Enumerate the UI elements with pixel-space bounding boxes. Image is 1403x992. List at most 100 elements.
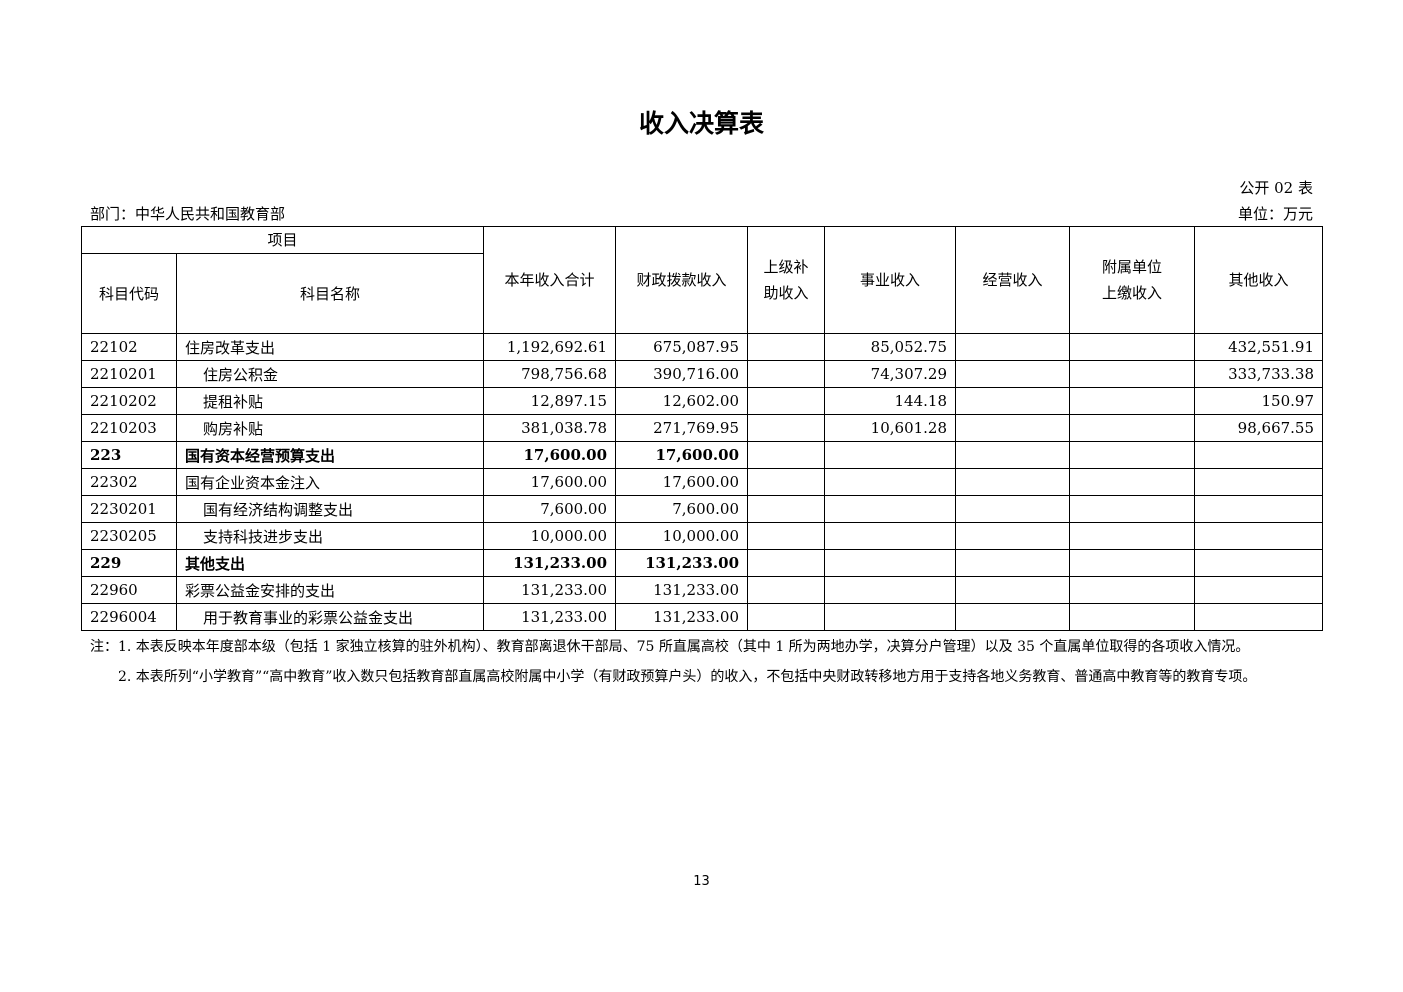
cell-business xyxy=(824,576,957,604)
cell-affiliated xyxy=(1069,387,1196,415)
cell-business: 10,601.28 xyxy=(824,414,957,442)
cell-business xyxy=(824,495,957,523)
cell-business: 85,052.75 xyxy=(824,333,957,361)
cell-other xyxy=(1194,576,1324,604)
header-item: 项目 xyxy=(80,226,485,254)
cell-affiliated xyxy=(1069,549,1196,577)
cell-subsidy xyxy=(747,495,826,523)
cell-other xyxy=(1194,603,1324,631)
cell-operating xyxy=(955,603,1071,631)
cell-name: 国有企业资本金注入 xyxy=(175,468,485,496)
cell-name: 支持科技进步支出 xyxy=(175,522,485,550)
table-tag: 公开 02 表 xyxy=(1239,179,1313,197)
cell-total: 131,233.00 xyxy=(483,603,617,631)
table-row: 22960 彩票公益金安排的支出 131,233.00 131,233.00 xyxy=(81,576,1324,604)
cell-affiliated xyxy=(1069,495,1196,523)
header-name: 科目名称 xyxy=(175,253,485,334)
note-1: 注：1. 本表反映本年度部本级（包括 1 家独立核算的驻外机构）、教育部离退休干… xyxy=(90,639,1250,655)
header-total: 本年收入合计 xyxy=(483,226,617,334)
header-other: 其他收入 xyxy=(1194,226,1324,334)
income-table: 项目 本年收入合计 财政拨款收入 上级补助收入 事业收入 经营收入 附属单位上缴… xyxy=(80,226,1324,631)
cell-operating xyxy=(955,522,1071,550)
cell-operating xyxy=(955,333,1071,361)
cell-fiscal: 271,769.95 xyxy=(615,414,749,442)
cell-fiscal: 17,600.00 xyxy=(615,468,749,496)
cell-name: 国有资本经营预算支出 xyxy=(175,441,485,469)
header-fiscal: 财政拨款收入 xyxy=(615,226,749,334)
cell-affiliated xyxy=(1069,603,1196,631)
cell-name: 购房补贴 xyxy=(175,414,485,442)
cell-operating xyxy=(955,441,1071,469)
cell-code: 2210202 xyxy=(81,387,177,415)
table-row: 22102 住房改革支出 1,192,692.61 675,087.95 85,052.… xyxy=(81,333,1324,361)
cell-total: 10,000.00 xyxy=(483,522,617,550)
cell-other xyxy=(1194,522,1324,550)
cell-subsidy xyxy=(747,522,826,550)
cell-affiliated xyxy=(1069,522,1196,550)
cell-total: 1,192,692.61 xyxy=(483,333,617,361)
cell-total: 798,756.68 xyxy=(483,360,617,388)
cell-code: 2210201 xyxy=(81,360,177,388)
cell-business xyxy=(824,522,957,550)
cell-code: 2230205 xyxy=(81,522,177,550)
cell-code: 229 xyxy=(81,549,177,577)
page-number: 13 xyxy=(693,874,710,889)
cell-business: 144.18 xyxy=(824,387,957,415)
cell-other: 333,733.38 xyxy=(1194,360,1324,388)
cell-total: 7,600.00 xyxy=(483,495,617,523)
cell-total: 131,233.00 xyxy=(483,576,617,604)
cell-code: 2210203 xyxy=(81,414,177,442)
cell-code: 2230201 xyxy=(81,495,177,523)
cell-operating xyxy=(955,468,1071,496)
cell-affiliated xyxy=(1069,333,1196,361)
table-row: 2210202 提租补贴 12,897.15 12,602.00 144.18 150.9… xyxy=(81,387,1324,415)
cell-fiscal: 131,233.00 xyxy=(615,576,749,604)
cell-operating xyxy=(955,387,1071,415)
cell-fiscal: 131,233.00 xyxy=(615,549,749,577)
table-row: 22302 国有企业资本金注入 17,600.00 17,600.00 xyxy=(81,468,1324,496)
cell-other: 98,667.55 xyxy=(1194,414,1324,442)
table-row: 2230201 国有经济结构调整支出 7,600.00 7,600.00 xyxy=(81,495,1324,523)
cell-fiscal: 10,000.00 xyxy=(615,522,749,550)
notes: 注：1. 本表反映本年度部本级（包括 1 家独立核算的驻外机构）、教育部离退休干… xyxy=(90,632,1325,692)
cell-subsidy xyxy=(747,549,826,577)
cell-name: 用于教育事业的彩票公益金支出 xyxy=(175,603,485,631)
cell-subsidy xyxy=(747,360,826,388)
cell-total: 12,897.15 xyxy=(483,387,617,415)
table-row: 223 国有资本经营预算支出 17,600.00 17,600.00 xyxy=(81,441,1324,469)
cell-business xyxy=(824,549,957,577)
cell-name: 其他支出 xyxy=(175,549,485,577)
cell-code: 22960 xyxy=(81,576,177,604)
cell-operating xyxy=(955,576,1071,604)
cell-affiliated xyxy=(1069,468,1196,496)
cell-fiscal: 7,600.00 xyxy=(615,495,749,523)
cell-subsidy xyxy=(747,441,826,469)
cell-operating xyxy=(955,549,1071,577)
cell-name: 住房改革支出 xyxy=(175,333,485,361)
cell-subsidy xyxy=(747,387,826,415)
cell-other xyxy=(1194,495,1324,523)
table-row: 2230205 支持科技进步支出 10,000.00 10,000.00 xyxy=(81,522,1324,550)
header-business: 事业收入 xyxy=(824,226,957,334)
header-affiliated: 附属单位上缴收入 xyxy=(1069,226,1196,334)
cell-other: 432,551.91 xyxy=(1194,333,1324,361)
cell-total: 381,038.78 xyxy=(483,414,617,442)
cell-code: 22302 xyxy=(81,468,177,496)
cell-affiliated xyxy=(1069,360,1196,388)
cell-subsidy xyxy=(747,468,826,496)
cell-operating xyxy=(955,360,1071,388)
header-subsidy: 上级补助收入 xyxy=(747,226,826,334)
cell-fiscal: 675,087.95 xyxy=(615,333,749,361)
cell-name: 提租补贴 xyxy=(175,387,485,415)
cell-fiscal: 12,602.00 xyxy=(615,387,749,415)
cell-affiliated xyxy=(1069,414,1196,442)
table-row: 2210203 购房补贴 381,038.78 271,769.95 10,601.28… xyxy=(81,414,1324,442)
table-row: 229 其他支出 131,233.00 131,233.00 xyxy=(81,549,1324,577)
cell-name: 住房公积金 xyxy=(175,360,485,388)
cell-business xyxy=(824,468,957,496)
table-row: 2296004 用于教育事业的彩票公益金支出 131,233.00 131,233.0… xyxy=(81,603,1324,631)
cell-total: 131,233.00 xyxy=(483,549,617,577)
header-operating: 经营收入 xyxy=(955,226,1071,334)
department-label: 部门：中华人民共和国教育部 xyxy=(90,205,286,223)
cell-code: 223 xyxy=(81,441,177,469)
